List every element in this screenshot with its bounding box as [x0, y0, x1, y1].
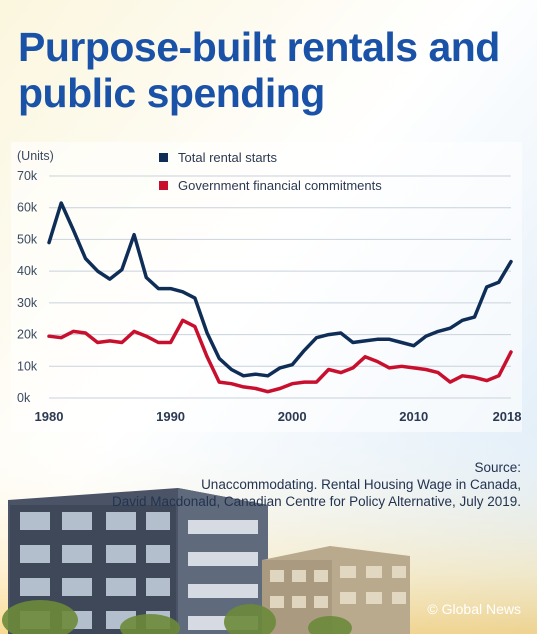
y-tick-label: 50k [17, 232, 38, 246]
x-tick-label: 2010 [399, 409, 428, 424]
page-title: Purpose-built rentals and public spendin… [18, 24, 500, 116]
y-axis-label: (Units) [17, 149, 54, 163]
series-line-total-rental-starts [47, 201, 513, 378]
source-line-2: David Macdonald, Canadian Centre for Pol… [112, 494, 521, 509]
legend-label: Total rental starts [178, 150, 277, 165]
x-tick-label: 2018p [493, 409, 522, 424]
y-tick-label: 10k [17, 359, 38, 373]
y-tick-label: 0k [17, 391, 31, 405]
legend-swatch [159, 153, 168, 162]
legend-label: Government financial commitments [178, 178, 382, 193]
y-tick-label: 40k [17, 264, 38, 278]
source-note: Source: Unaccommodating. Rental Housing … [41, 459, 521, 510]
y-tick-label: 60k [17, 201, 38, 215]
legend-swatch [159, 181, 168, 190]
x-tick-label: 2000 [278, 409, 307, 424]
source-line-1: Unaccommodating. Rental Housing Wage in … [201, 477, 521, 492]
line-chart: 0k 10k 20k 30k 40k 50k 60k 70k 1980 1990 2000 2010… [17, 149, 522, 424]
y-tick-label: 20k [17, 328, 38, 342]
trees [2, 600, 352, 634]
apartment-building-right [262, 546, 410, 634]
source-label: Source: [474, 460, 521, 475]
x-tick-label: 1980 [35, 409, 64, 424]
chart-panel: 0k 10k 20k 30k 40k 50k 60k 70k 1980 1990 2000 2010… [11, 142, 522, 432]
x-tick-label: 1990 [156, 409, 185, 424]
series-line-government-financial-commitments [47, 318, 513, 394]
global-news-credit: © Global News [427, 601, 521, 617]
y-tick-label: 30k [17, 296, 38, 310]
y-tick-label: 70k [17, 169, 38, 183]
